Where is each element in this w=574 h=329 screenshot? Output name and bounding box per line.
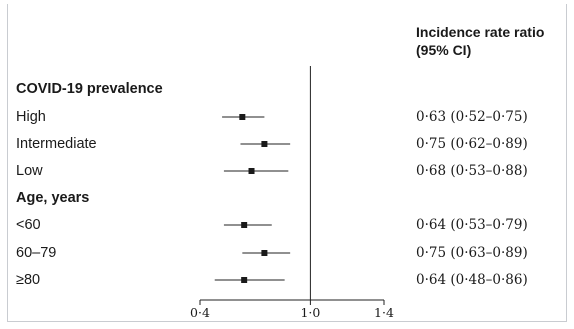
point-estimate-marker <box>261 141 268 147</box>
forest-plot-frame <box>7 4 567 322</box>
ci-value-60-79: 0·75 (0·63–0·89) <box>416 245 528 261</box>
ci-column-header-line-2: (95% CI) <box>416 42 472 58</box>
row-label-60-79: 60–79 <box>16 245 57 261</box>
ci-value-80-plus: 0·64 (0·48–0·86) <box>416 272 528 288</box>
ci-value-under-60: 0·64 (0·53–0·79) <box>416 217 528 233</box>
row-label-under-60: <60 <box>16 217 41 233</box>
x-axis-tick-label: 1·0 <box>300 305 320 320</box>
ci-value-low: 0·68 (0·53–0·88) <box>416 163 528 179</box>
ci-value-high: 0·63 (0·52–0·75) <box>416 109 528 125</box>
row-label-low: Low <box>16 163 43 179</box>
x-axis-tick-label: 0·4 <box>190 305 210 320</box>
group-title-age: Age, years <box>16 190 90 206</box>
ci-column-header-line-1: Incidence rate ratio <box>416 24 545 40</box>
point-estimate-marker <box>239 114 246 120</box>
row-label-intermediate: Intermediate <box>16 136 97 152</box>
row-label-80-plus: ≥80 <box>16 272 41 288</box>
point-estimate-marker <box>261 250 268 256</box>
x-axis-tick-label: 1·4 <box>374 305 394 320</box>
row-label-high: High <box>16 109 46 125</box>
point-estimate-marker <box>248 168 255 174</box>
point-estimate-marker <box>241 222 248 228</box>
group-title-covid-prevalence: COVID-19 prevalence <box>16 81 163 97</box>
point-estimate-marker <box>241 277 248 283</box>
ci-value-intermediate: 0·75 (0·62–0·89) <box>416 136 528 152</box>
